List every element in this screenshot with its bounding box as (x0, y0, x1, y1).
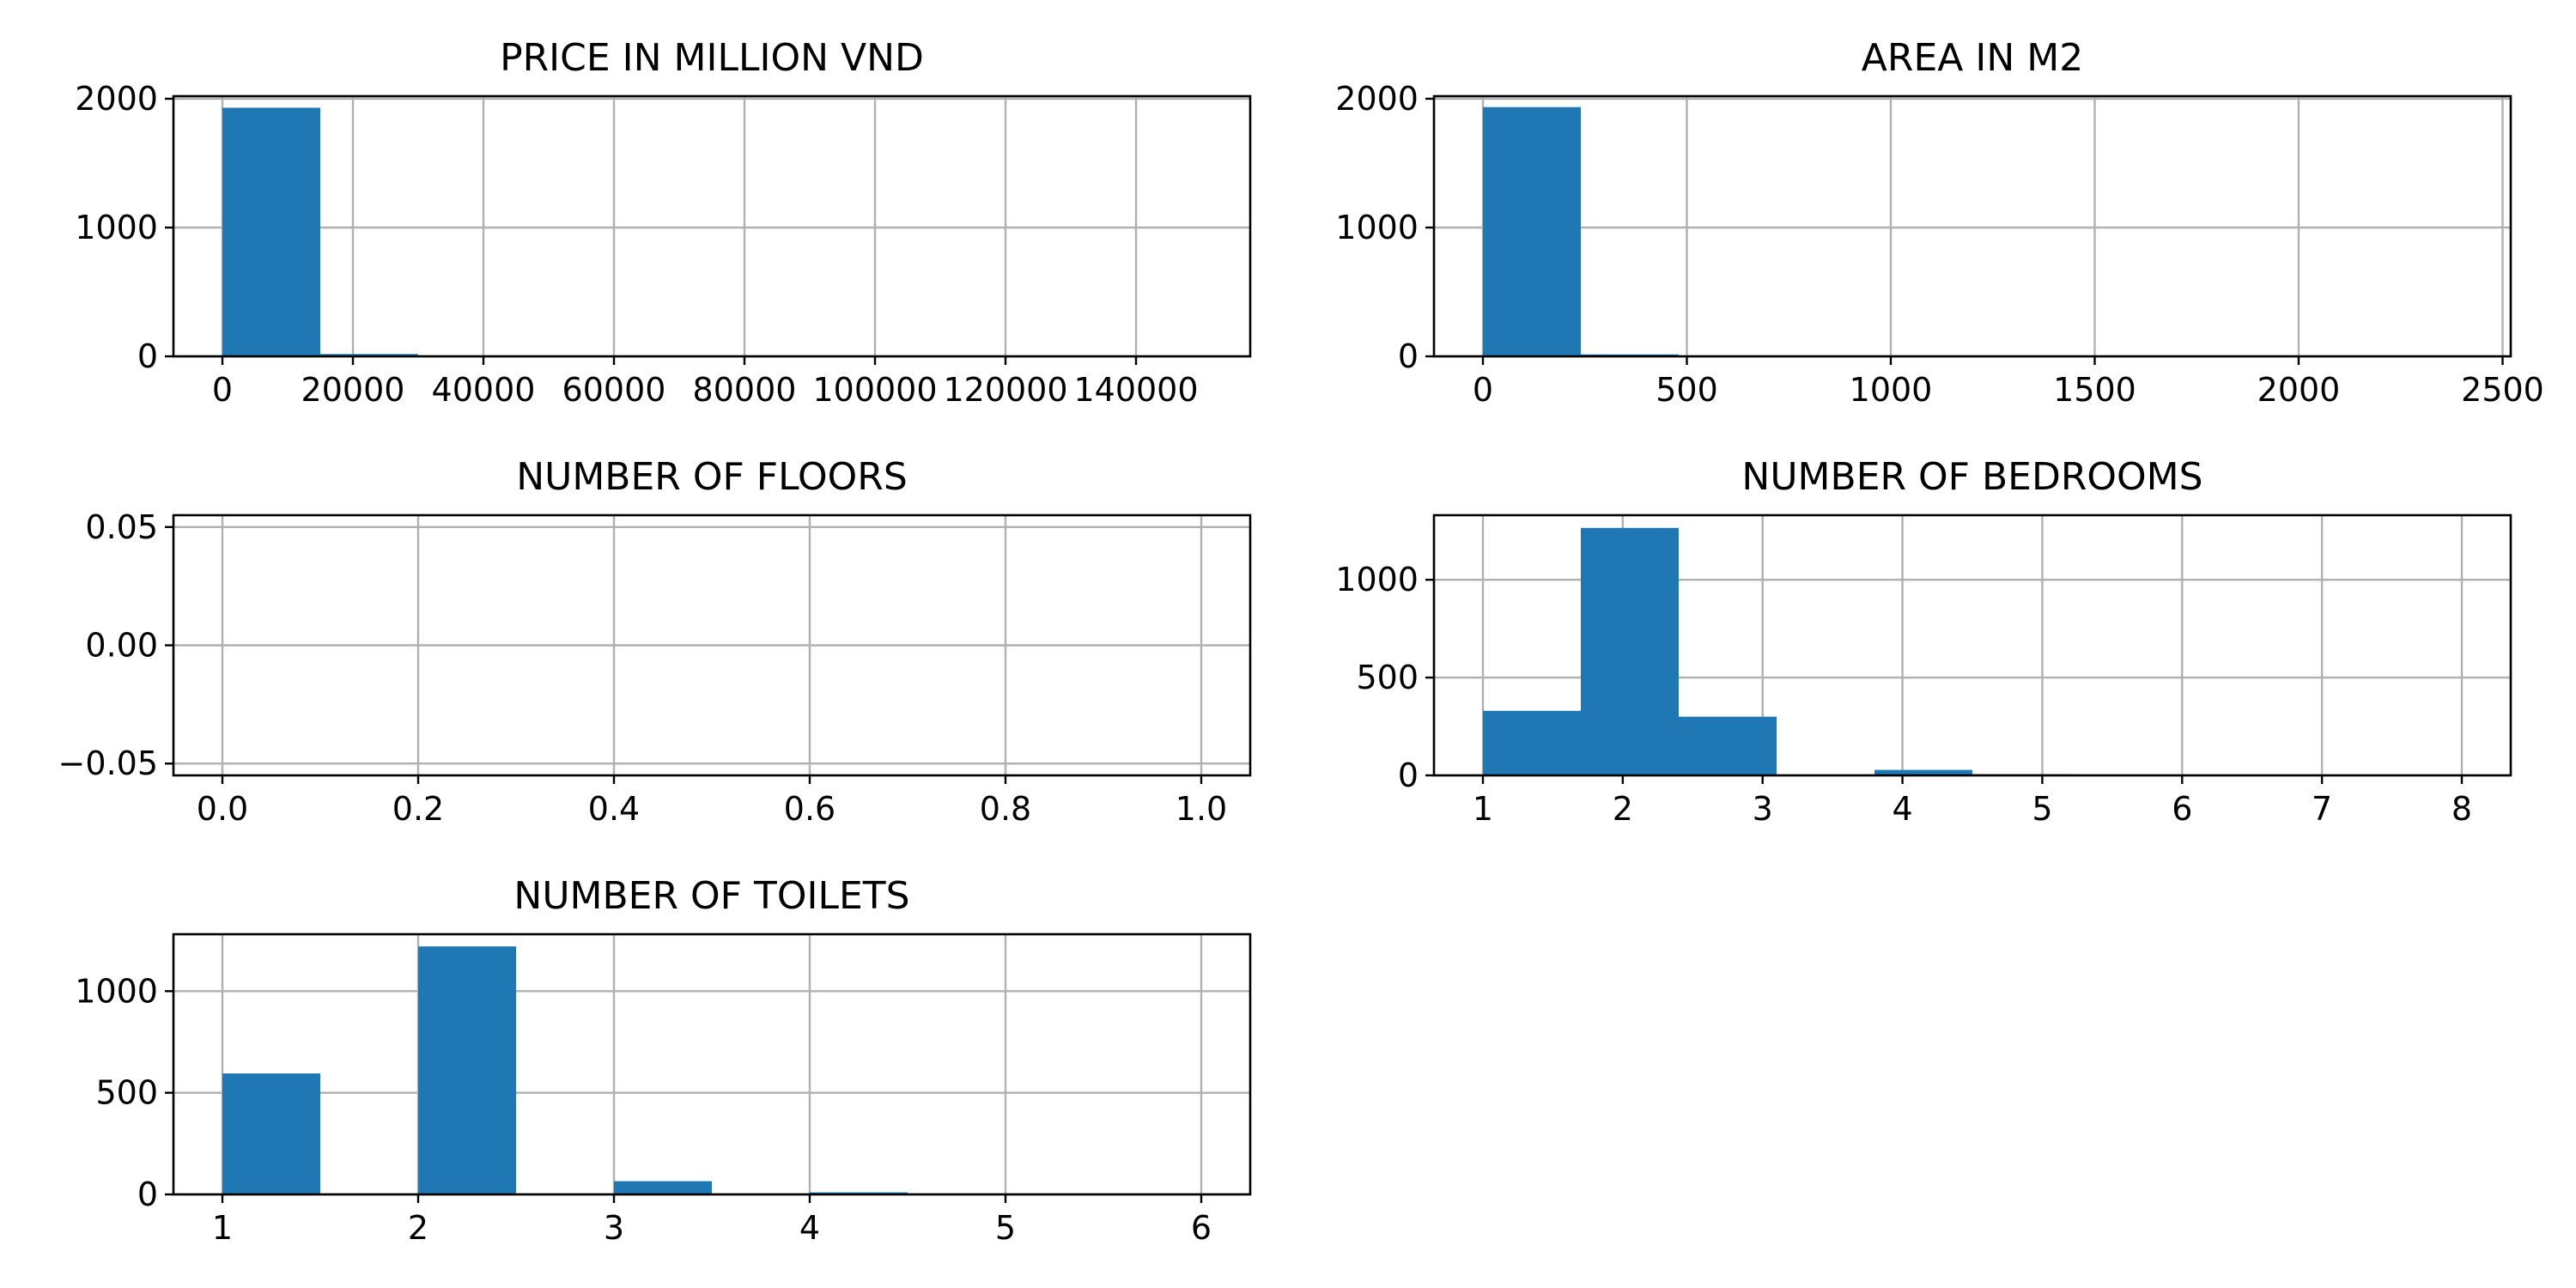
price-x-tick-label-2: 40000 (432, 371, 536, 409)
area-x-tick-label-3: 1500 (2053, 371, 2136, 409)
bedrooms-bar-0 (1483, 710, 1581, 775)
toilets-ticks: 1 2 3 4 5 6 0 500 1000 (75, 972, 1212, 1247)
floors-y-tick-label-1: 0.00 (85, 627, 158, 665)
toilets-axes-frame (172, 933, 1252, 1196)
price-bars (222, 107, 1201, 356)
price-x-tick-label-3: 60000 (562, 371, 666, 409)
price-ticks: 0 20000 40000 60000 80000 100000 120000 140000 0… (75, 80, 1198, 409)
toilets-chart-title: NUMBER OF TOILETS (513, 874, 909, 918)
toilets-y-tick-label-1: 500 (95, 1074, 158, 1112)
price-x-tick-label-5: 100000 (812, 371, 937, 409)
area-ticks: 0 500 1000 1500 2000 2500 0 1000 2000 (1335, 80, 2544, 409)
bedrooms-x-tick-label-0: 1 (1473, 790, 1493, 828)
bedrooms-chart-title: NUMBER OF BEDROOMS (1741, 455, 2202, 499)
price-y-tick-label-2: 2000 (75, 80, 158, 118)
floors-x-tick-label-5: 1.0 (1176, 790, 1227, 828)
toilets-x-tick-label-2: 3 (604, 1209, 624, 1247)
floors-x-tick-label-3: 0.6 (784, 790, 835, 828)
floors-grid (173, 515, 1250, 775)
floors-ticks: 0.0 0.2 0.4 0.6 0.8 1.0 −0.05 0.00 0.05 (58, 508, 1228, 828)
price-y-tick-label-0: 0 (137, 337, 158, 375)
toilets-x-tick-label-5: 6 (1191, 1209, 1212, 1247)
toilets-y-tick-label-2: 1000 (75, 972, 158, 1010)
floors-x-tick-label-0: 0.0 (197, 790, 248, 828)
price-chart-title: PRICE IN MILLION VND (500, 36, 924, 80)
floors-axes-frame (172, 513, 1252, 777)
floors-y-tick-label-2: 0.05 (85, 508, 158, 546)
toilets-bars (222, 946, 1201, 1194)
bedrooms-axes-frame (1432, 513, 2512, 777)
price-x-tick-label-0: 0 (212, 371, 233, 409)
toilets-y-tick-label-0: 0 (137, 1176, 158, 1213)
price-x-tick-label-4: 80000 (693, 371, 797, 409)
price-x-tick-label-1: 20000 (301, 371, 405, 409)
area-y-tick-label-0: 0 (1398, 337, 1419, 375)
toilets-x-tick-label-0: 1 (212, 1209, 233, 1247)
toilets-x-tick-label-4: 5 (995, 1209, 1016, 1247)
bedrooms-bar-1 (1581, 527, 1679, 775)
price-y-tick-label-1: 1000 (75, 209, 158, 246)
toilets-histogram-panel: NUMBER OF TOILETS 1 2 3 4 5 6 0 500 1000 (75, 874, 1252, 1247)
floors-x-tick-label-4: 0.8 (980, 790, 1031, 828)
area-histogram-panel: AREA IN M2 0 500 1000 1500 2000 2500 0 1000 2000 (1335, 36, 2544, 409)
area-y-tick-label-1: 1000 (1335, 209, 1419, 246)
price-bar-1 (320, 354, 418, 356)
area-chart-title: AREA IN M2 (1862, 36, 2083, 80)
floors-chart-title: NUMBER OF FLOORS (516, 455, 908, 499)
area-x-tick-label-2: 1000 (1850, 371, 1933, 409)
floors-histogram-panel: NUMBER OF FLOORS 0.0 0.2 0.4 0.6 0.8 1.0 −0.05… (58, 455, 1252, 828)
bedrooms-bar-4 (1874, 769, 1972, 775)
bedrooms-x-tick-label-5: 6 (2172, 790, 2192, 828)
area-axes-frame (1432, 94, 2512, 358)
toilets-x-tick-label-1: 2 (408, 1209, 428, 1247)
toilets-bar-4 (614, 1181, 712, 1194)
area-bar-0 (1483, 106, 1581, 356)
floors-x-tick-label-2: 0.4 (588, 790, 640, 828)
bedrooms-x-tick-label-4: 5 (2032, 790, 2052, 828)
area-bars (1483, 106, 2462, 356)
toilets-bar-0 (222, 1073, 320, 1194)
bedrooms-x-tick-label-1: 2 (1613, 790, 1633, 828)
bedrooms-bar-2 (1679, 716, 1777, 775)
bedrooms-histogram-panel: NUMBER OF BEDROOMS 1 2 3 4 5 6 7 8 0 500 1000 (1335, 455, 2512, 828)
area-y-tick-label-2: 2000 (1335, 80, 1419, 118)
floors-y-tick-label-0: −0.05 (58, 744, 158, 782)
price-axes-frame (172, 94, 1252, 358)
area-x-tick-label-5: 2500 (2461, 371, 2544, 409)
floors-x-tick-label-1: 0.2 (392, 790, 444, 828)
bedrooms-x-tick-label-3: 4 (1892, 790, 1912, 828)
toilets-bar-2 (418, 946, 516, 1194)
bedrooms-x-tick-label-2: 3 (1753, 790, 1773, 828)
area-x-tick-label-4: 2000 (2257, 371, 2341, 409)
toilets-x-tick-label-3: 4 (799, 1209, 820, 1247)
bedrooms-y-tick-label-1: 500 (1356, 659, 1419, 696)
price-x-tick-label-7: 140000 (1073, 371, 1198, 409)
area-x-tick-label-0: 0 (1473, 371, 1493, 409)
area-x-tick-label-1: 500 (1656, 371, 1718, 409)
bedrooms-y-tick-label-0: 0 (1398, 756, 1419, 794)
bedrooms-bars (1483, 527, 2462, 775)
price-bar-0 (222, 107, 320, 356)
bedrooms-x-tick-label-7: 8 (2451, 790, 2472, 828)
bedrooms-x-tick-label-6: 7 (2312, 790, 2332, 828)
bedrooms-y-tick-label-2: 1000 (1335, 561, 1419, 598)
price-x-tick-label-6: 120000 (943, 371, 1067, 409)
price-histogram-panel: PRICE IN MILLION VND 0 20000 40000 60000 800… (75, 36, 1252, 409)
bedrooms-ticks: 1 2 3 4 5 6 7 8 0 500 1000 (1335, 561, 2472, 828)
